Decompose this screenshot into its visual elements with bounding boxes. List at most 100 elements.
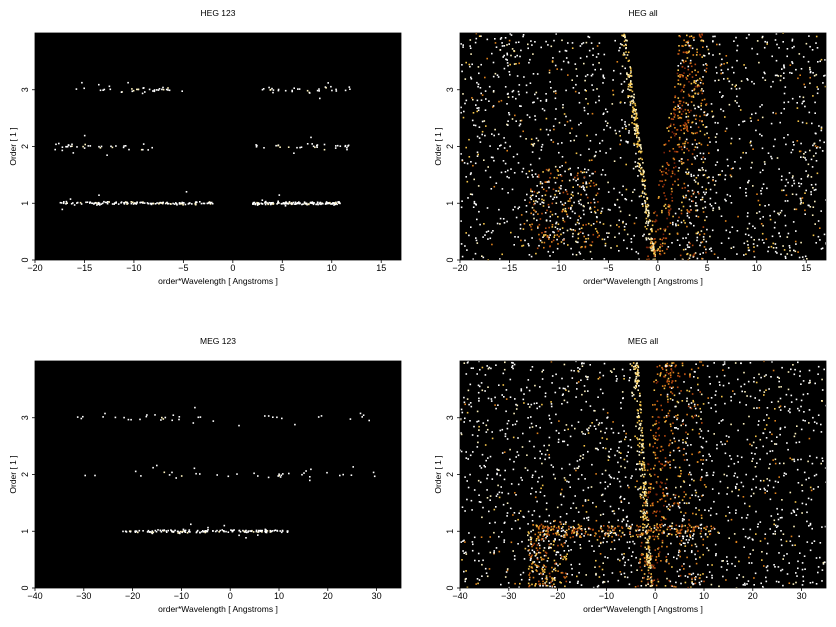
data-point: [703, 238, 705, 241]
data-point: [640, 434, 642, 437]
data-point: [500, 486, 502, 488]
data-point: [772, 145, 775, 148]
data-point: [468, 234, 470, 237]
data-point: [139, 201, 141, 204]
data-point: [720, 242, 723, 244]
data-point: [654, 403, 656, 406]
data-point: [533, 402, 536, 405]
data-point: [750, 140, 752, 143]
data-point: [745, 253, 747, 255]
data-point: [800, 399, 803, 402]
data-point: [465, 176, 467, 178]
data-point: [664, 179, 667, 182]
data-point: [688, 464, 691, 467]
data-point: [624, 36, 626, 39]
data-point: [682, 75, 684, 78]
data-point: [674, 106, 677, 108]
data-point: [613, 368, 615, 370]
data-point: [779, 405, 782, 407]
data-point: [604, 244, 607, 247]
data-point: [819, 556, 821, 559]
data-point: [509, 448, 511, 451]
data-point: [500, 583, 502, 586]
data-point: [648, 560, 650, 562]
data-point: [629, 541, 631, 543]
data-point: [744, 391, 746, 393]
data-point: [503, 137, 505, 139]
data-point: [337, 201, 339, 203]
data-point: [742, 584, 745, 586]
data-point: [736, 253, 738, 255]
data-point: [523, 76, 525, 78]
data-point: [653, 255, 656, 257]
data-point: [700, 523, 703, 526]
data-point: [529, 224, 531, 226]
data-point: [493, 508, 496, 511]
data-point: [635, 127, 637, 129]
data-point: [278, 474, 280, 477]
data-point: [506, 512, 509, 514]
data-point: [820, 423, 822, 426]
data-point: [811, 49, 814, 51]
data-point: [300, 146, 303, 148]
data-point: [664, 523, 666, 526]
data-point: [589, 206, 592, 209]
data-point: [648, 212, 650, 215]
data-point: [494, 404, 496, 406]
data-point: [715, 410, 717, 413]
data-point: [202, 530, 204, 532]
data-point: [595, 194, 598, 196]
data-point: [638, 165, 640, 168]
data-point: [532, 143, 534, 146]
data-point: [647, 557, 649, 559]
data-point: [719, 91, 721, 93]
data-point: [712, 207, 715, 209]
data-point: [744, 502, 746, 505]
data-point: [619, 43, 622, 45]
data-point: [146, 414, 148, 416]
data-point: [534, 555, 537, 557]
data-point: [637, 409, 639, 412]
data-point: [685, 138, 688, 141]
data-point: [599, 388, 602, 391]
data-point: [548, 71, 551, 74]
data-point: [763, 161, 766, 163]
data-point: [606, 557, 609, 559]
data-point: [636, 132, 638, 135]
data-point: [534, 41, 536, 43]
data-point: [551, 585, 554, 588]
data-point: [207, 526, 209, 529]
data-point: [644, 557, 646, 559]
data-point: [738, 105, 740, 107]
data-point: [592, 172, 594, 175]
data-point: [639, 144, 642, 146]
data-point: [688, 111, 691, 113]
data-point: [652, 580, 654, 582]
data-point: [580, 227, 583, 229]
data-point: [761, 35, 764, 38]
data-point: [629, 86, 632, 88]
data-point: [552, 239, 555, 242]
data-point: [466, 362, 469, 364]
data-point: [545, 584, 548, 587]
data-point: [722, 384, 725, 387]
data-point: [766, 552, 768, 555]
data-point: [660, 498, 663, 500]
data-point: [684, 532, 687, 534]
data-point: [531, 151, 534, 153]
data-point: [652, 504, 654, 507]
data-point: [283, 202, 285, 204]
data-point: [484, 134, 486, 137]
data-point: [150, 203, 153, 206]
data-point: [802, 202, 804, 204]
data-point: [822, 82, 824, 84]
data-point: [595, 519, 598, 522]
data-point: [782, 245, 784, 247]
data-point: [498, 550, 501, 553]
data-point: [506, 149, 508, 152]
data-point: [774, 458, 777, 461]
data-point: [701, 120, 703, 122]
data-point: [279, 476, 282, 478]
data-point: [589, 185, 592, 187]
data-point: [350, 474, 353, 476]
